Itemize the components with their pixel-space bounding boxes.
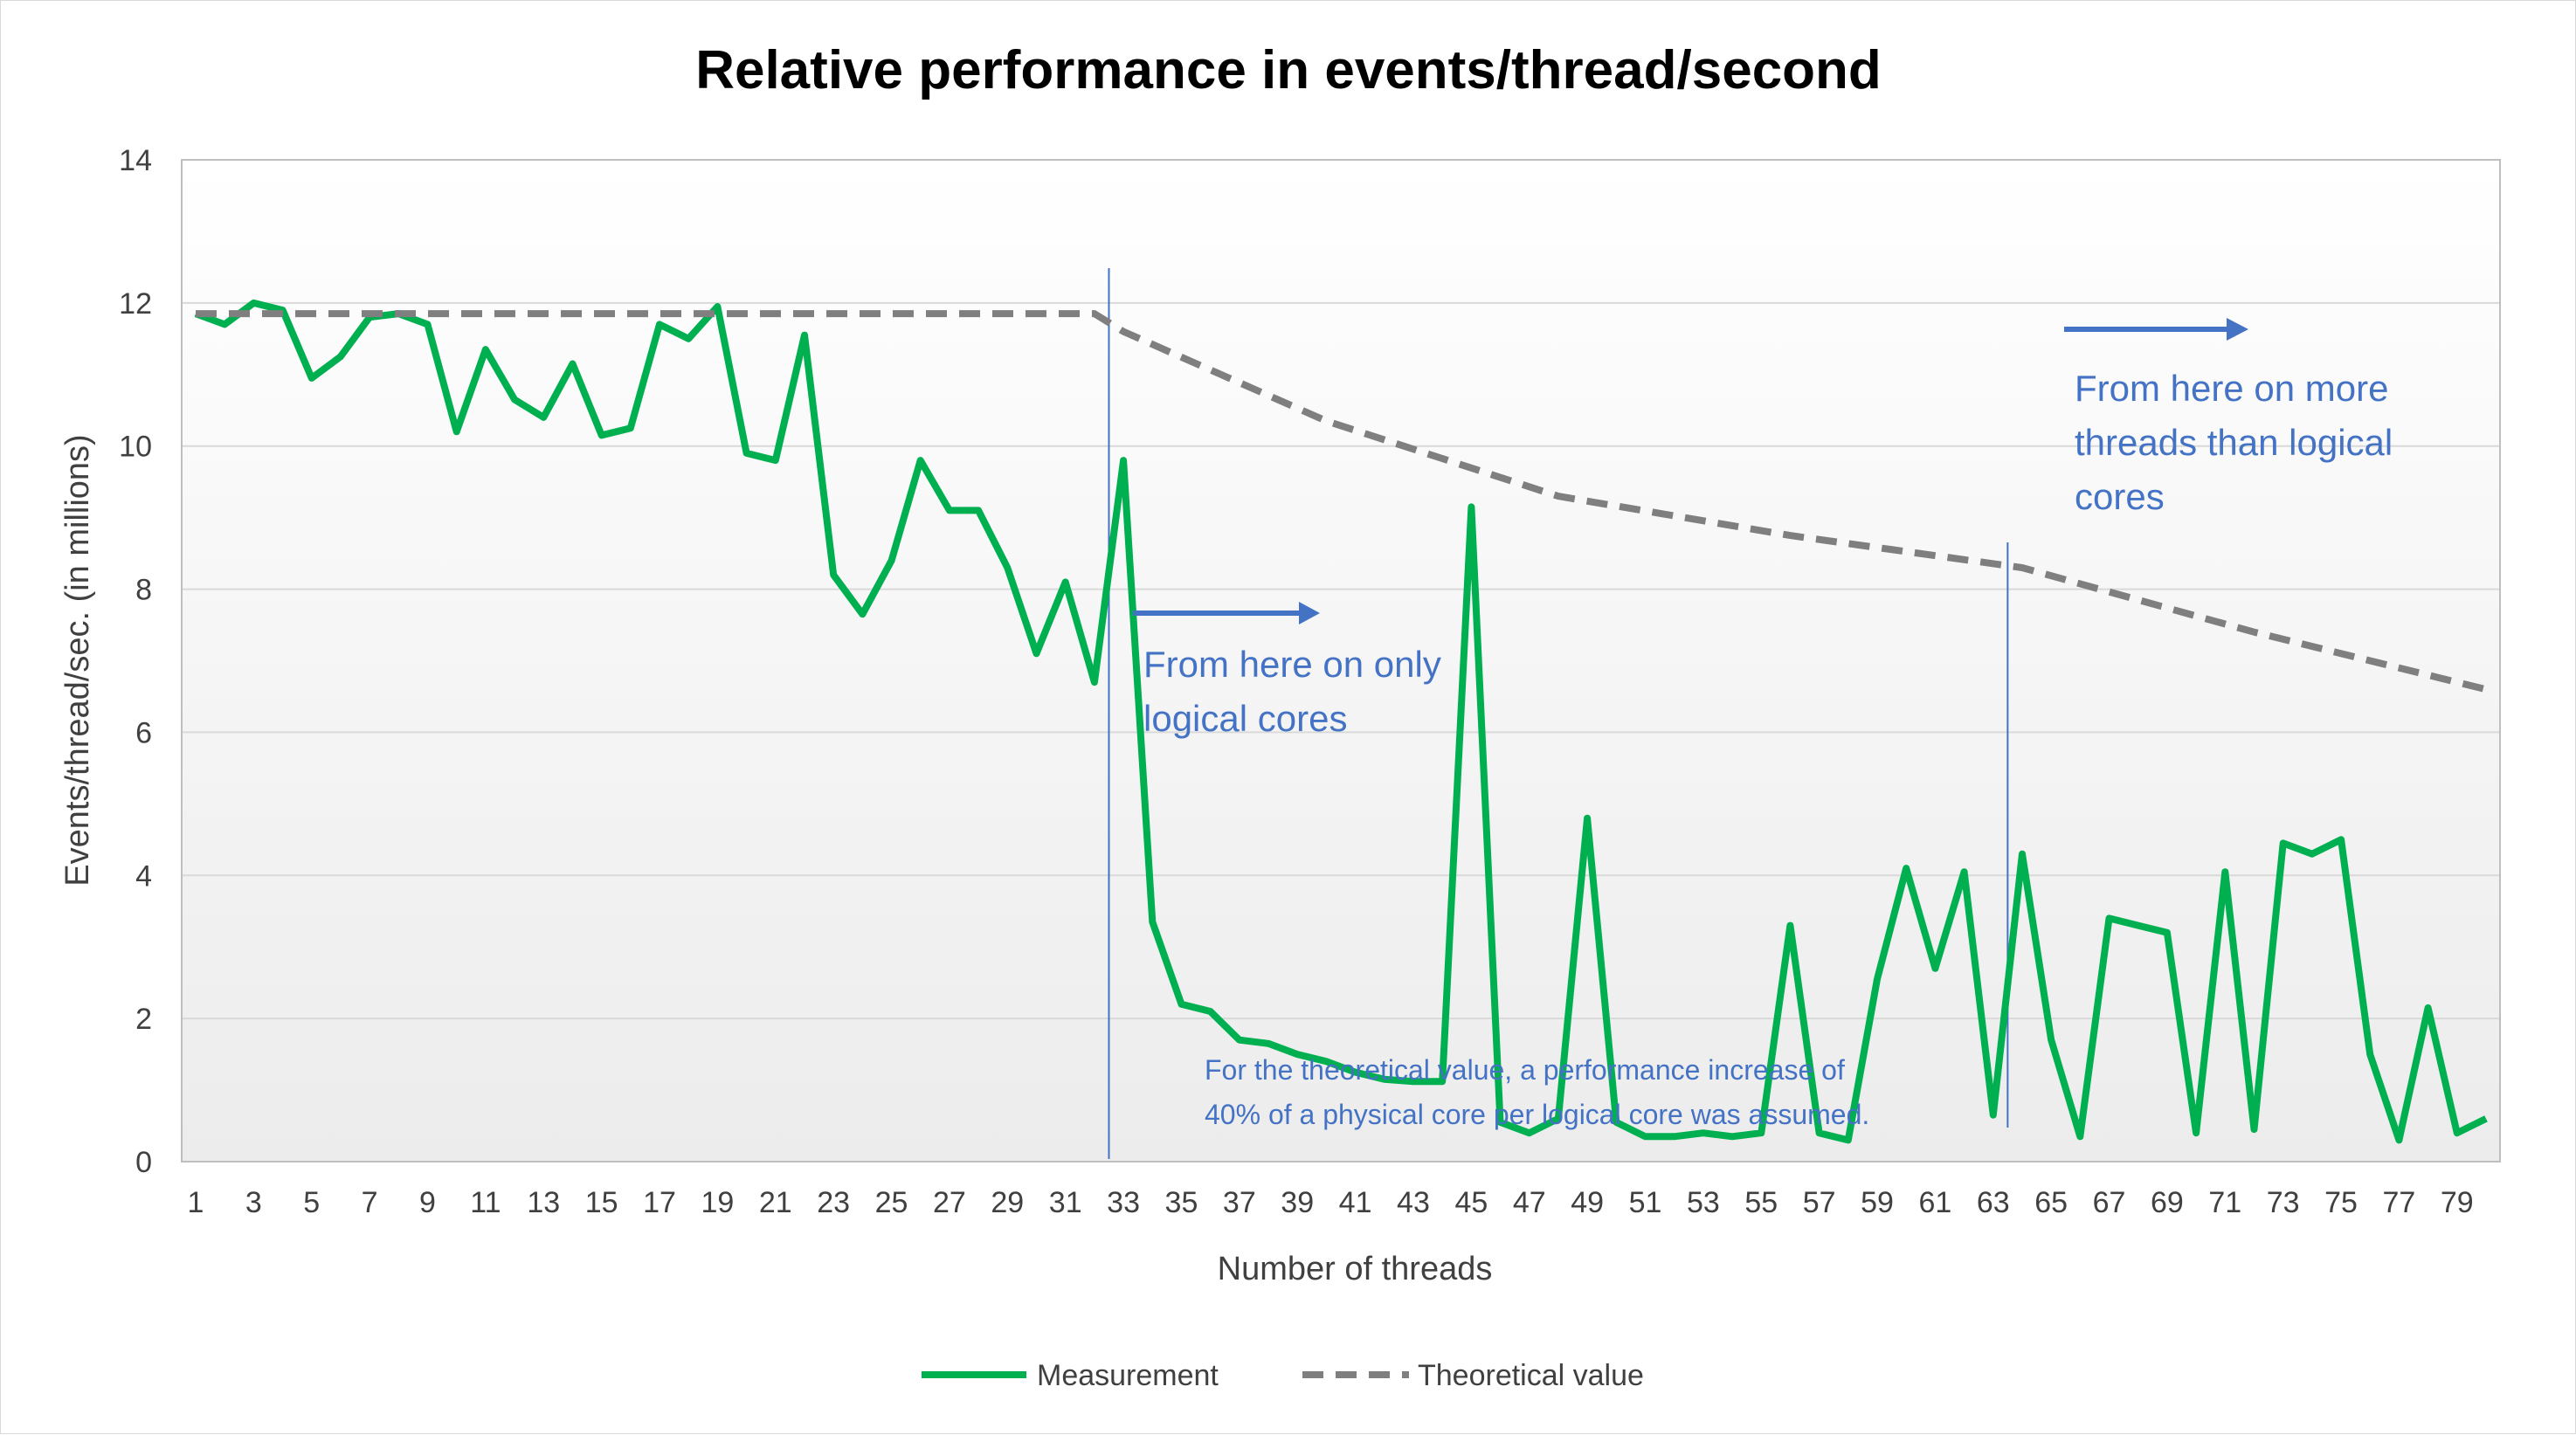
x-tick-label: 7 — [362, 1186, 378, 1219]
x-tick-label: 51 — [1629, 1186, 1662, 1219]
x-tick-label: 55 — [1744, 1186, 1778, 1219]
arrow-head-icon — [2227, 318, 2248, 341]
x-tick-label: 63 — [1977, 1186, 2010, 1219]
x-tick-label: 67 — [2093, 1186, 2126, 1219]
y-tick-label: 14 — [119, 144, 152, 177]
x-tick-label: 3 — [245, 1186, 262, 1219]
x-tick-label: 65 — [2034, 1186, 2068, 1219]
x-tick-label: 75 — [2324, 1186, 2358, 1219]
x-tick-label: 59 — [1861, 1186, 1894, 1219]
x-tick-label: 73 — [2267, 1186, 2300, 1219]
chart-title: Relative performance in events/thread/se… — [695, 40, 1882, 100]
annotation-theoretical-note: For the theoretical value, a performance… — [1205, 1054, 1869, 1130]
x-tick-label: 35 — [1165, 1186, 1198, 1219]
y-tick-label: 4 — [135, 859, 152, 893]
x-tick-label: 5 — [303, 1186, 320, 1219]
x-tick-label: 57 — [1803, 1186, 1836, 1219]
annotation-more-threads: From here on more threads than logical c… — [2064, 318, 2393, 517]
legend-label-theoretical: Theoretical value — [1418, 1359, 1644, 1392]
x-tick-label: 25 — [875, 1186, 908, 1219]
annotation-logical-cores: From here on only logical cores — [1133, 602, 1441, 739]
y-tick-label: 2 — [135, 1003, 152, 1036]
legend: Measurement Theoretical value — [922, 1359, 1644, 1392]
annotation-line: 40% of a physical core per logical core … — [1205, 1099, 1869, 1130]
plot-border — [181, 159, 2501, 1162]
x-tick-label: 61 — [1918, 1186, 1951, 1219]
x-tick-label: 69 — [2151, 1186, 2184, 1219]
x-tick-label: 39 — [1281, 1186, 1314, 1219]
x-tick-label: 23 — [817, 1186, 850, 1219]
x-tick-label: 33 — [1107, 1186, 1140, 1219]
series-theoretical-line — [196, 310, 2487, 693]
x-tick-label: 79 — [2441, 1186, 2474, 1219]
x-tick-label: 29 — [991, 1186, 1024, 1219]
annotation-line: threads than logical — [2075, 422, 2393, 463]
x-tick-label: 37 — [1223, 1186, 1256, 1219]
x-tick-label: 17 — [643, 1186, 676, 1219]
arrow-head-icon — [1299, 602, 1320, 624]
annotation-line: cores — [2075, 476, 2165, 517]
x-tick-label: 21 — [759, 1186, 792, 1219]
x-tick-label: 43 — [1397, 1186, 1430, 1219]
vertical-markers — [1108, 268, 2009, 1159]
x-tick-label: 9 — [419, 1186, 436, 1219]
x-tick-label: 41 — [1339, 1186, 1372, 1219]
x-tick-label: 77 — [2383, 1186, 2416, 1219]
series-measurement-line — [194, 299, 2488, 1144]
x-tick-label: 27 — [933, 1186, 966, 1219]
legend-label-measurement: Measurement — [1037, 1359, 1219, 1392]
annotation-line: logical cores — [1143, 698, 1347, 739]
annotation-line: From here on only — [1143, 644, 1441, 685]
x-tick-label: 1 — [188, 1186, 204, 1219]
y-tick-label: 0 — [135, 1146, 152, 1179]
annotation-line: From here on more — [2075, 368, 2388, 409]
series-lines — [194, 299, 2488, 1144]
x-tick-label: 45 — [1454, 1186, 1488, 1219]
x-tick-label: 15 — [585, 1186, 618, 1219]
y-tick-label: 6 — [135, 716, 152, 749]
y-tick-label: 12 — [119, 287, 152, 321]
x-axis-ticks: 1 3 5 7 9 11 13 15 17 19 21 23 25 27 29 31 33 35 37 39 41 43 4… — [188, 1186, 2474, 1219]
x-tick-label: 19 — [701, 1186, 735, 1219]
x-axis-label: Number of threads — [1218, 1251, 1493, 1287]
gridlines — [181, 159, 2501, 1162]
x-tick-label: 31 — [1049, 1186, 1082, 1219]
x-tick-label: 47 — [1513, 1186, 1546, 1219]
annotation-line: For the theoretical value, a performance… — [1205, 1054, 1845, 1086]
y-axis-label: Events/thread/sec. (in millions) — [59, 434, 96, 886]
y-tick-label: 10 — [119, 431, 152, 464]
x-tick-label: 11 — [470, 1186, 501, 1219]
y-axis-ticks: 0 2 4 6 8 10 12 14 — [119, 144, 152, 1179]
x-tick-label: 53 — [1687, 1186, 1720, 1219]
y-tick-label: 8 — [135, 574, 152, 607]
x-tick-label: 49 — [1571, 1186, 1604, 1219]
x-tick-label: 71 — [2208, 1186, 2241, 1219]
x-tick-label: 13 — [527, 1186, 560, 1219]
